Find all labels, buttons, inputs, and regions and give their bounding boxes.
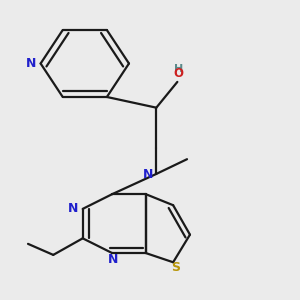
Text: N: N xyxy=(108,253,118,266)
Text: H: H xyxy=(174,64,183,74)
Text: N: N xyxy=(26,57,37,70)
Text: N: N xyxy=(68,202,79,215)
Text: O: O xyxy=(173,67,183,80)
Text: S: S xyxy=(171,261,180,274)
Text: N: N xyxy=(142,168,153,181)
